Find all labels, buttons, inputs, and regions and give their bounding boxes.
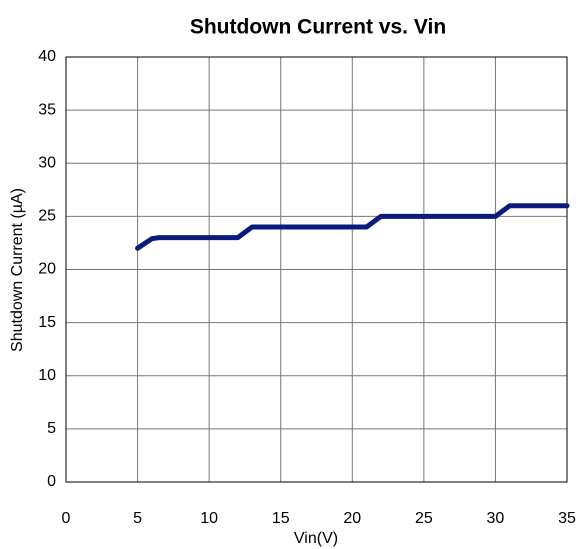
y-tick-label: 5: [47, 420, 56, 437]
x-tick-label: 15: [272, 510, 290, 527]
y-tick-label: 40: [38, 48, 56, 65]
data-line: [135, 203, 570, 251]
plot-frame: [65, 56, 568, 483]
x-tick-label: 30: [487, 510, 505, 527]
y-tick-label: 30: [38, 154, 56, 171]
x-tick-label: 25: [415, 510, 433, 527]
y-tick-label: 0: [47, 473, 56, 490]
x-tick-label: 20: [343, 510, 361, 527]
x-axis-label: Vin(V): [294, 530, 338, 547]
x-tick-label: 35: [558, 510, 576, 527]
x-tick-label: 0: [62, 510, 71, 527]
y-tick-label: 20: [38, 261, 56, 278]
y-axis-label: Shutdown Current (µA): [9, 188, 26, 352]
y-tick-label: 15: [38, 314, 56, 331]
y-tick-label: 10: [38, 367, 56, 384]
y-tick-label: 25: [38, 208, 56, 225]
y-tick-label: 35: [38, 101, 56, 118]
chart-title: Shutdown Current vs. Vin: [190, 16, 446, 39]
x-tick-label: 10: [200, 510, 218, 527]
x-tick-label: 5: [133, 510, 142, 527]
